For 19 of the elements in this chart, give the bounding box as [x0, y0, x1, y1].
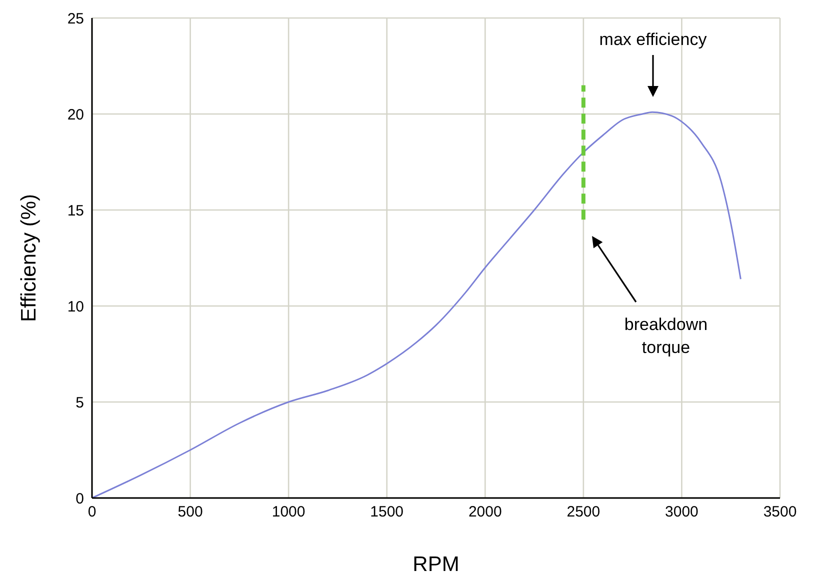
x-tick-label: 2500 — [566, 504, 600, 521]
x-tick-label: 500 — [178, 504, 203, 521]
y-tick-label: 5 — [76, 394, 84, 412]
x-tick-label: 1500 — [370, 504, 404, 521]
annotation: max efficiency — [599, 30, 708, 49]
y-tick-label: 0 — [76, 490, 84, 508]
y-tick-label: 25 — [67, 10, 84, 28]
x-tick-label: 3500 — [763, 504, 797, 521]
annotation: breakdown torque — [624, 315, 708, 357]
x-tick-label: 2000 — [468, 504, 502, 521]
y-tick-label: 15 — [67, 202, 84, 220]
y-axis-title: Efficiency (%) — [17, 194, 40, 322]
x-tick-label: 3000 — [665, 504, 698, 521]
x-tick-label: 1000 — [272, 504, 306, 521]
x-tick-label: 0 — [88, 504, 96, 521]
y-tick-label: 10 — [67, 298, 84, 316]
line-series — [92, 111, 742, 498]
y-tick-label: 20 — [67, 106, 84, 124]
x-axis-title: RPM — [412, 552, 460, 576]
